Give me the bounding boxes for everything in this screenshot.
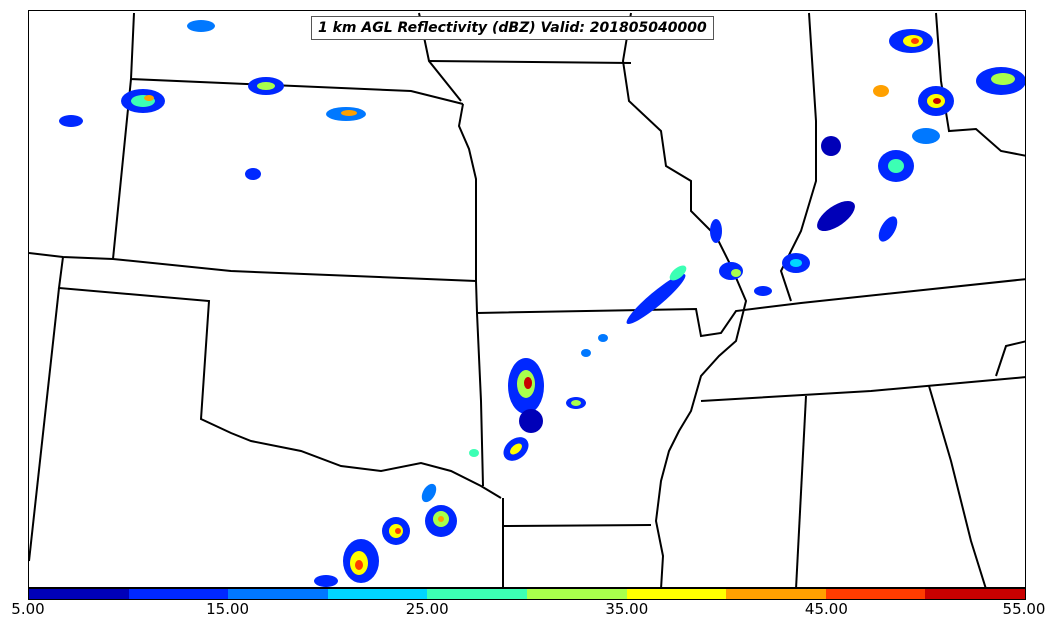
colorbar-segment (228, 589, 328, 599)
map-title: 1 km AGL Reflectivity (dBZ) Valid: 20180… (311, 16, 714, 40)
colorbar-segment (327, 589, 428, 599)
colorbar-tick-label: 35.00 (605, 600, 649, 618)
colorbar-tick-label: 15.00 (206, 600, 250, 618)
colorbar-tick-label: 55.00 (1002, 600, 1046, 618)
echo-cluster-northeast (782, 29, 1025, 273)
echo-cluster-missouri (626, 219, 772, 325)
colorbar-segment (626, 589, 727, 599)
colorbar-segment (726, 589, 826, 599)
colorbar-segment (128, 589, 229, 599)
colorbar-tick-label: 45.00 (804, 600, 848, 618)
colorbar-tick-label: 5.00 (11, 600, 45, 618)
colorbar-segment (526, 589, 627, 599)
echo-cluster-northwest (59, 20, 366, 180)
map-panel: 1 km AGL Reflectivity (dBZ) Valid: 20180… (28, 10, 1026, 588)
colorbar-segment (427, 589, 527, 599)
echo-cluster-arkansas (469, 334, 608, 461)
colorbar-segment (925, 589, 1025, 599)
colorbar (28, 588, 1026, 600)
colorbar-tick-label: 25.00 (405, 600, 449, 618)
colorbar-segment (825, 589, 926, 599)
echo-cluster-texas (314, 483, 457, 587)
state-borders (29, 12, 1025, 587)
radar-map (29, 12, 1025, 587)
reflectivity-echoes (59, 20, 1025, 587)
colorbar-segment (29, 589, 129, 599)
